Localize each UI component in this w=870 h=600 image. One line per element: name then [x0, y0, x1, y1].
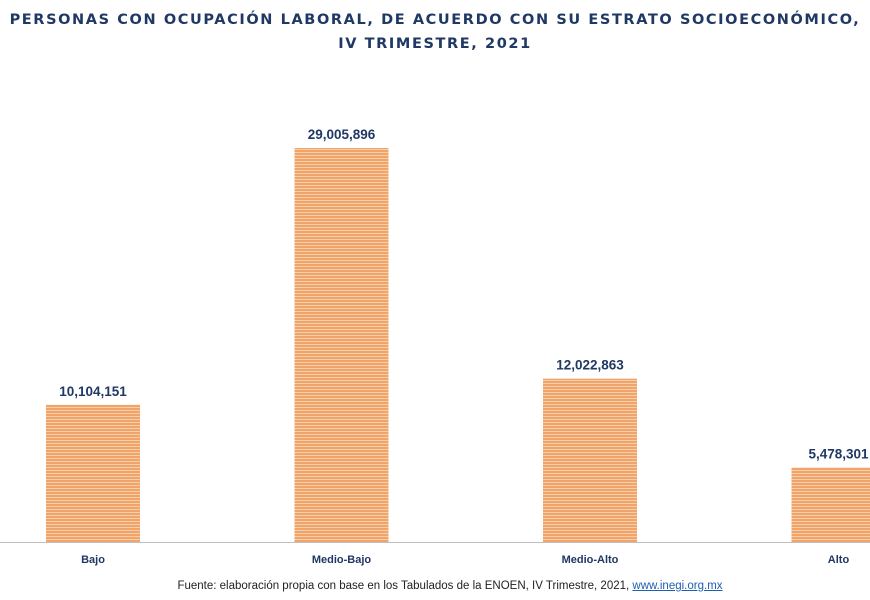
source-note: Fuente: elaboración propia con base en l…: [0, 580, 870, 592]
data-label: 10,104,151: [59, 384, 127, 399]
data-label: 5,478,301: [808, 447, 869, 462]
bar-medio-alto: [543, 378, 637, 542]
data-label: 12,022,863: [556, 358, 624, 373]
x-tick-label: Alto: [828, 554, 850, 566]
x-tick-label: Medio-Bajo: [312, 554, 372, 566]
bar-bajo: [46, 404, 140, 542]
x-tick-label: Medio-Alto: [562, 554, 619, 566]
source-link[interactable]: www.inegi.org.mx: [632, 580, 723, 592]
source-text: Fuente: elaboración propia con base en l…: [177, 580, 633, 592]
bar-medio-bajo: [294, 148, 389, 542]
data-label: 29,005,896: [308, 127, 376, 142]
x-tick-label: Bajo: [81, 554, 105, 566]
chart-title: PERSONAS CON OCUPACIÓN LABORAL, DE ACUER…: [9, 12, 861, 52]
bar-alto: [791, 467, 870, 542]
